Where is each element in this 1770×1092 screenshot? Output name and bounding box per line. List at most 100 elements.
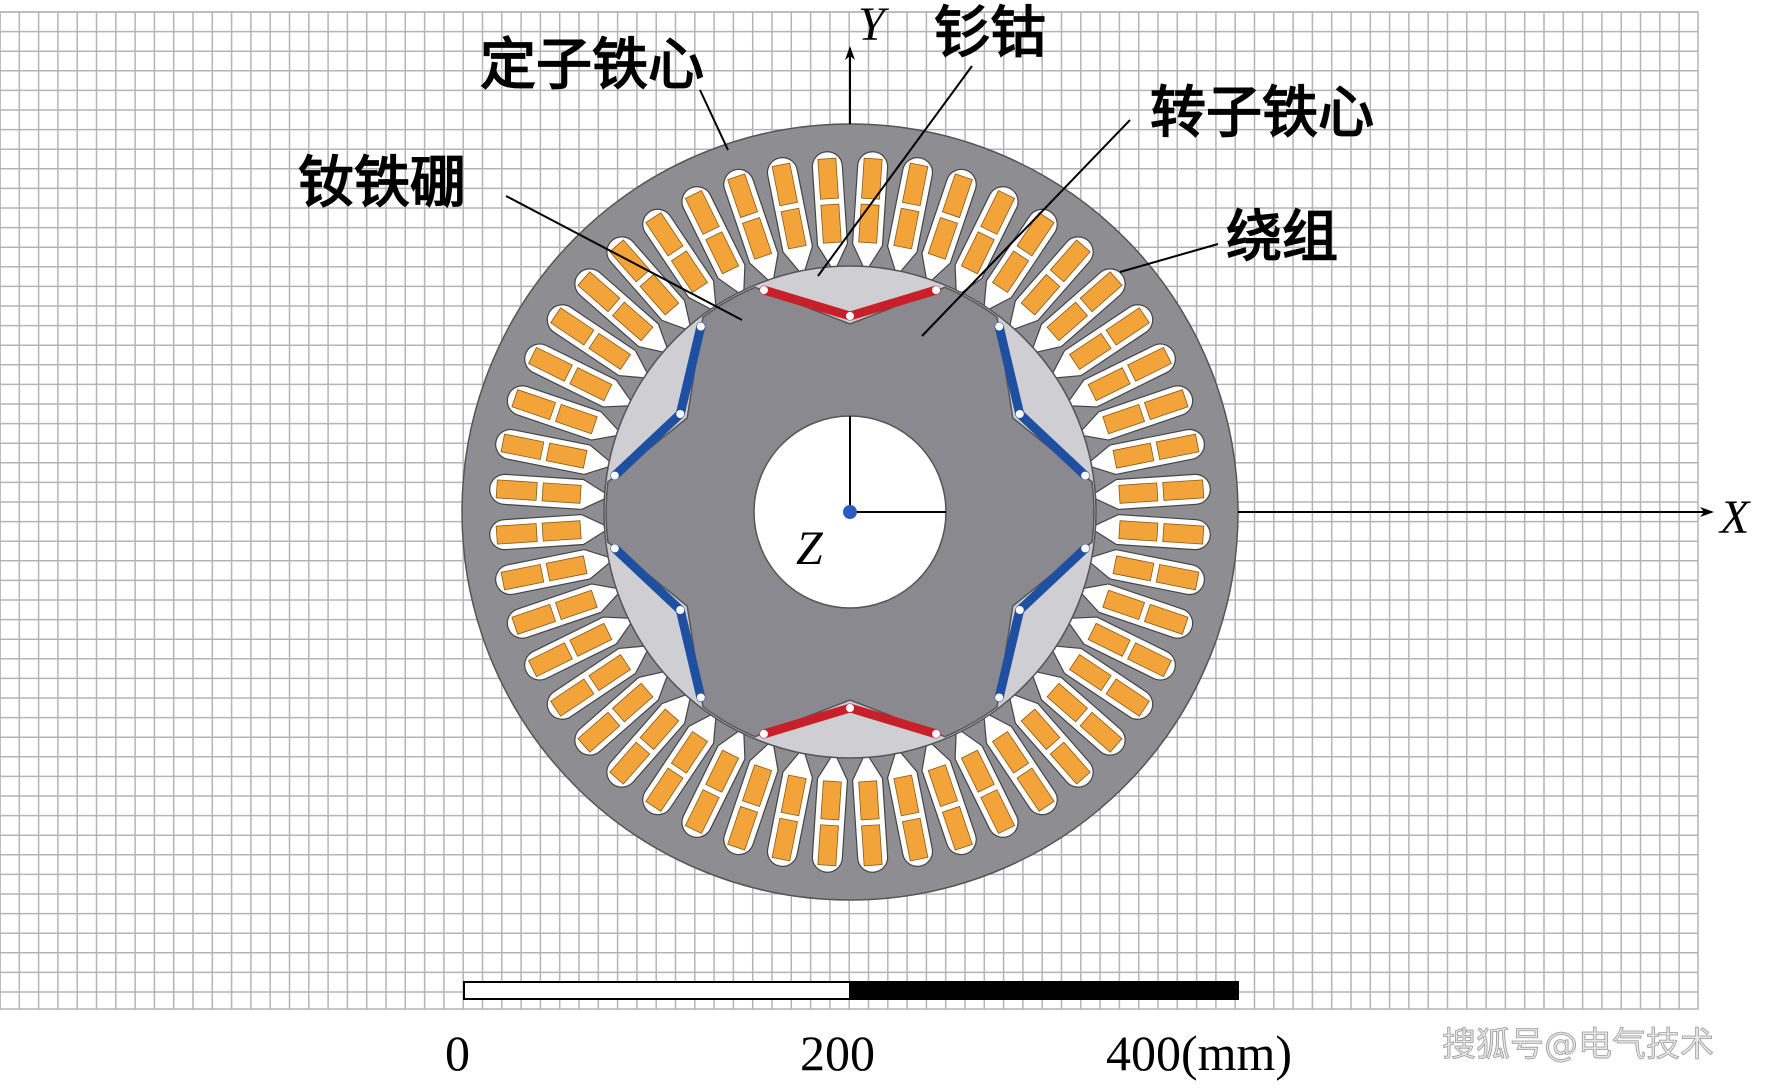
winding-coil — [820, 780, 842, 821]
coordinate-axes: X Y Z — [796, 0, 1751, 575]
winding-coil — [550, 307, 595, 346]
winding-coil — [588, 653, 632, 692]
winding-coil — [1016, 212, 1055, 257]
winding-coil — [941, 173, 973, 219]
magnet-bridge — [759, 286, 768, 295]
stator-slots — [489, 151, 1211, 873]
ndfeb-magnet — [1015, 409, 1090, 481]
stator-slot — [574, 671, 668, 756]
winding-coil — [927, 216, 959, 260]
ndfeb-magnet — [994, 322, 1025, 419]
winding-coil — [893, 207, 920, 250]
winding-coil — [495, 479, 538, 501]
winding-coil — [1049, 741, 1091, 785]
winding-coil — [684, 189, 720, 235]
magnet-bridge — [696, 322, 705, 331]
label-stator-core: 定子铁心 — [480, 33, 704, 98]
scale-tick-200: 200 — [800, 1025, 875, 1081]
magnet-bridge — [932, 286, 941, 295]
winding-coil — [1143, 603, 1189, 635]
stator-slot — [983, 208, 1058, 310]
leader-ndfeb — [505, 195, 743, 321]
stator-slot — [1090, 428, 1205, 476]
winding-coil — [1046, 301, 1089, 342]
winding-coil — [670, 730, 709, 774]
winding-coil — [817, 157, 839, 200]
winding-coil — [569, 622, 613, 657]
samarium-cobalt-magnet — [759, 285, 855, 321]
winding-coil — [705, 749, 740, 793]
leader-rotor-core — [921, 119, 1131, 337]
magnet-bridge — [610, 471, 619, 480]
magnet-bridge — [995, 693, 1004, 702]
stator-slot — [811, 151, 849, 268]
winding-coil — [527, 642, 573, 678]
winding-coil — [569, 367, 613, 402]
stator-slot — [574, 268, 668, 353]
magnet-bridge — [846, 312, 854, 320]
stator-slot — [1032, 268, 1126, 353]
stator-slot — [506, 385, 619, 441]
ndfeb-magnet — [994, 605, 1025, 702]
winding-coil — [771, 162, 799, 207]
stator-slot — [886, 752, 934, 867]
winding-coil — [541, 520, 582, 542]
winding-coil — [1020, 708, 1061, 751]
stator-slot — [489, 513, 606, 551]
winding-coil — [1162, 479, 1205, 501]
stator-slot — [1068, 343, 1176, 408]
winding-coil — [545, 442, 588, 469]
winding-coil — [927, 764, 959, 808]
winding-coil — [511, 603, 557, 635]
watermark: 搜狐号@电气技术 — [1442, 1025, 1714, 1065]
winding-coil — [1127, 642, 1173, 678]
magnet-bridge — [846, 704, 854, 712]
winding-coil — [1079, 711, 1123, 753]
winding-coil — [901, 162, 929, 207]
winding-coil — [511, 389, 557, 421]
winding-coil — [1102, 589, 1146, 621]
winding-coil — [1112, 555, 1155, 582]
winding-coil — [1118, 520, 1159, 542]
winding-coil — [500, 433, 545, 461]
winding-coil — [611, 682, 654, 723]
label-rotor-core: 转子铁心 — [1150, 81, 1374, 146]
winding-coil — [727, 805, 759, 851]
winding-coil — [858, 203, 880, 244]
winding-coil — [861, 824, 883, 867]
scale-tick-400: 400(mm) — [1106, 1025, 1292, 1081]
stator-slot — [851, 756, 889, 873]
winding-coil — [727, 173, 759, 219]
stator-slot — [506, 583, 619, 639]
winding-coil — [705, 231, 740, 275]
stator-slot — [983, 714, 1058, 816]
stator-slot — [886, 157, 934, 272]
origin-dot — [843, 505, 857, 519]
winding-coil — [991, 250, 1030, 294]
winding-coil — [1105, 307, 1150, 346]
stator-slot — [681, 186, 746, 294]
rotor-magnets — [610, 285, 1090, 739]
winding-coil — [941, 805, 973, 851]
stator-slot — [642, 208, 717, 310]
stator-slot — [495, 548, 610, 596]
label-winding: 绕组 — [1226, 205, 1338, 270]
ndfeb-magnet — [1015, 543, 1090, 615]
magnet-bridge — [610, 544, 619, 553]
stator-slot — [495, 428, 610, 476]
magnet-bridge — [676, 606, 685, 614]
winding-coil — [611, 301, 654, 342]
label-ndfeb: 钕铁硼 — [298, 151, 466, 216]
samarium-cobalt-magnet — [845, 285, 941, 321]
leader-stator-core — [699, 89, 729, 151]
winding-coil — [527, 346, 573, 382]
component-labels: 定子铁心 钐钴 转子铁心 钕铁硼 绕组 — [298, 1, 1374, 270]
winding-coil — [980, 789, 1016, 835]
winding-coil — [1155, 563, 1200, 591]
winding-coil — [550, 678, 595, 717]
winding-coil — [1127, 346, 1173, 382]
magnet-bridge — [1081, 471, 1090, 480]
ndfeb-magnet — [610, 409, 685, 481]
scale-bar-black — [849, 981, 1239, 1000]
